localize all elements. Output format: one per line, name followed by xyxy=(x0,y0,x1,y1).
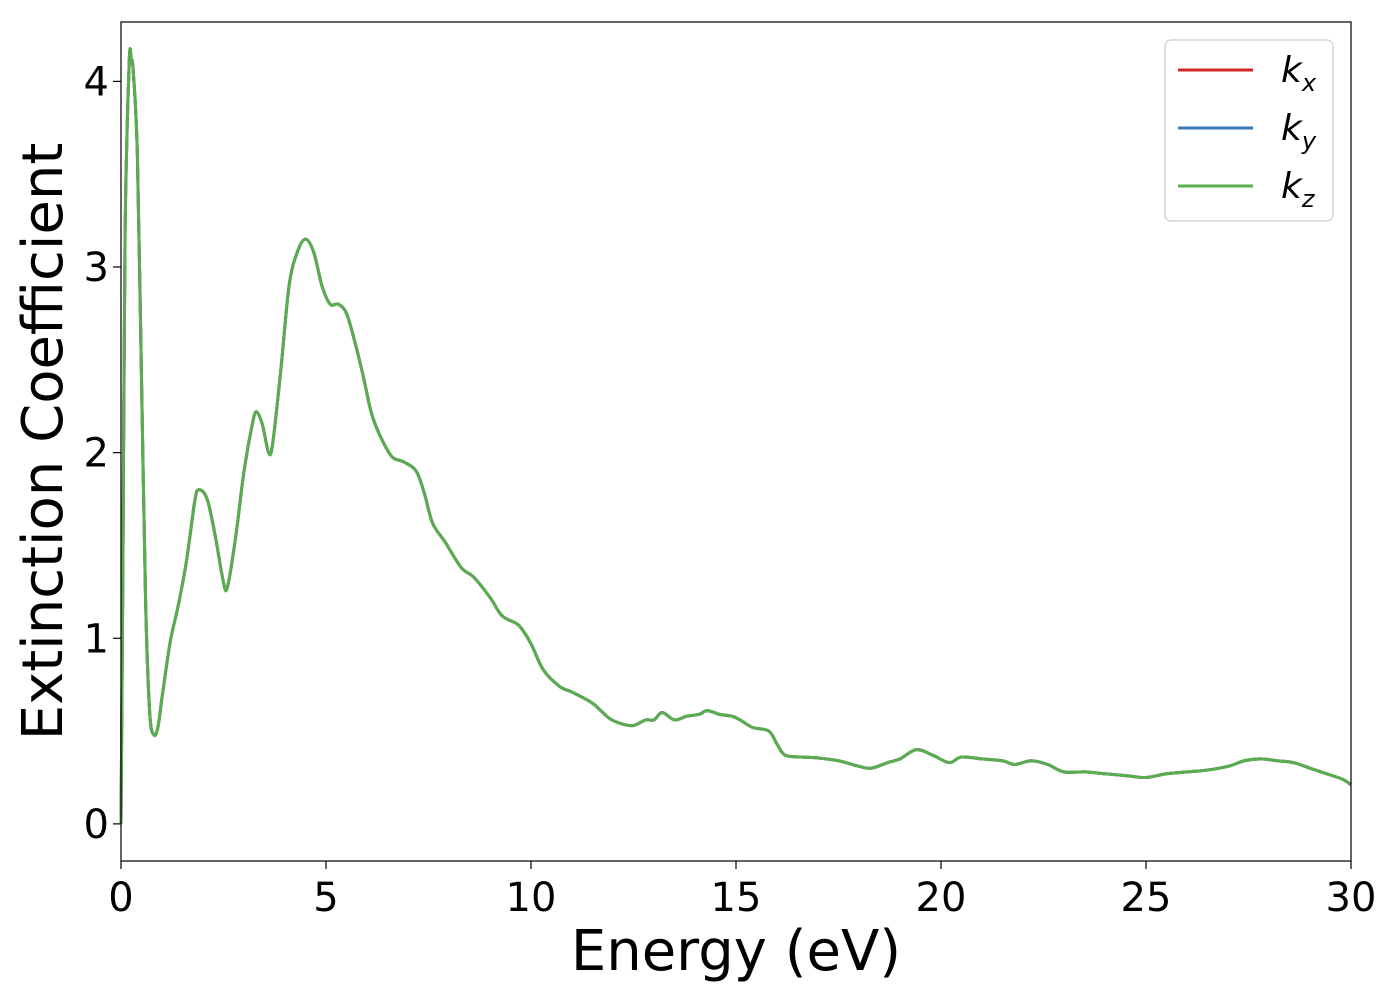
x-tick-label: 10 xyxy=(506,875,557,921)
x-tick-label: 0 xyxy=(108,875,133,921)
series-layer xyxy=(119,47,1352,824)
x-tick-label: 15 xyxy=(711,875,762,921)
legend-label-k-y: ky xyxy=(1281,108,1317,155)
legend-box xyxy=(1164,39,1334,222)
x-tick-label: 25 xyxy=(1121,875,1172,921)
x-tick-label: 5 xyxy=(313,875,338,921)
y-tick-label: 1 xyxy=(84,616,109,662)
y-tick-label: 3 xyxy=(84,245,109,291)
x-axis-ticks: 0 5 10 15 20 25 30 xyxy=(108,861,1376,921)
legend-label-k-x: kx xyxy=(1281,50,1317,97)
x-tick-label: 20 xyxy=(916,875,967,921)
y-tick-label: 2 xyxy=(84,431,109,477)
y-axis-ticks: 0 1 2 3 4 xyxy=(84,59,121,848)
y-tick-label: 0 xyxy=(84,802,109,848)
y-tick-label: 4 xyxy=(84,59,109,105)
y-axis-label: Extinction Coefficient xyxy=(11,143,76,741)
series-line-k-z xyxy=(119,47,1352,824)
legend-label-k-z: kz xyxy=(1281,166,1316,213)
x-axis-label: Energy (eV) xyxy=(571,919,901,984)
legend: kx ky kz xyxy=(1164,39,1334,222)
x-tick-label: 30 xyxy=(1326,875,1377,921)
